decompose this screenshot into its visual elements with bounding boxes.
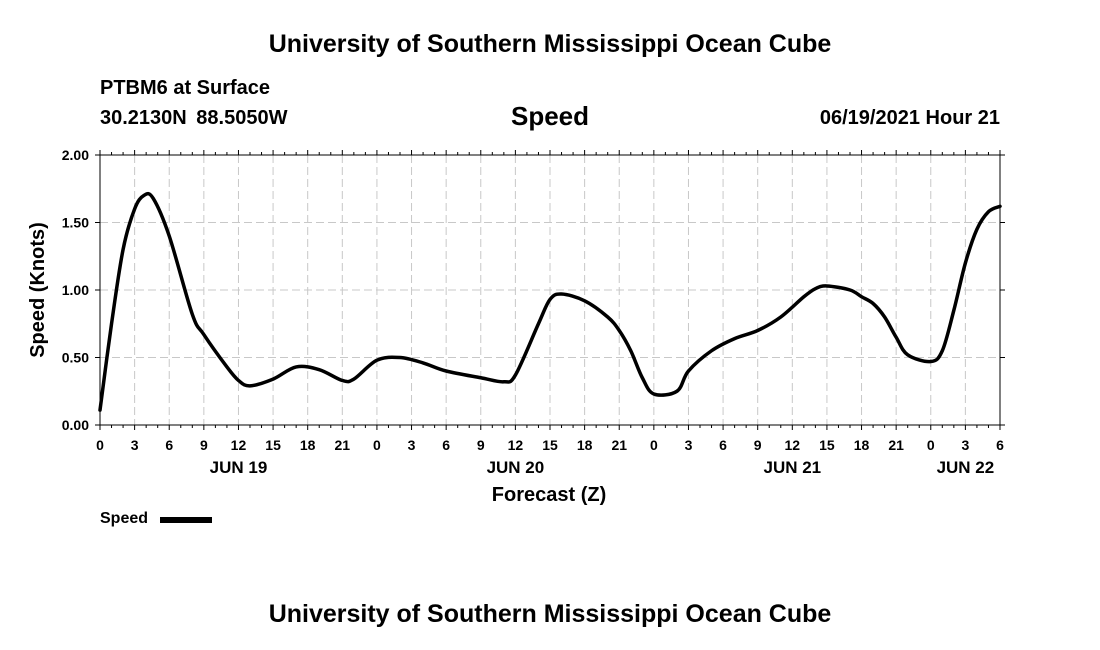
day-label: JUN 22 [937,458,995,477]
x-tick-label: 3 [131,437,139,453]
x-tick-label: 21 [611,437,627,453]
station-name: PTBM6 at Surface [100,77,271,99]
x-tick-labels: 0 3 6 9 12 15 18 21 0 3 6 9 12 15 18 21 0 3 6 9 12 15 18 21 0 3 6 [96,437,1004,453]
x-tick-label: 15 [542,437,558,453]
axis-ticks [95,150,1005,430]
y-tick-labels: 0.00 0.50 1.00 1.50 2.00 [62,147,89,433]
x-tick-label: 6 [996,437,1004,453]
y-tick-label: 2.00 [62,147,89,163]
speed-series-line [98,191,1002,412]
footer-title: University of Southern Mississippi Ocean… [268,600,832,628]
x-tick-label: 3 [685,437,693,453]
x-tick-label: 9 [477,437,485,453]
x-tick-label: 21 [335,437,351,453]
x-tick-label: 12 [785,437,801,453]
x-axis-title: Forecast (Z) [492,484,606,506]
gridlines [100,155,1000,425]
x-tick-label: 9 [200,437,208,453]
x-tick-label: 18 [577,437,593,453]
station-coordinates: 30.2130N 88.5050W [100,107,288,129]
forecast-datetime: 06/19/2021 Hour 21 [819,107,1000,129]
x-tick-label: 6 [165,437,173,453]
y-axis-title: Speed (Knots) [27,222,49,358]
y-tick-label: 0.00 [62,417,89,433]
x-tick-label: 18 [854,437,870,453]
x-tick-label: 15 [819,437,835,453]
x-tick-label: 6 [719,437,727,453]
day-label: JUN 20 [487,458,545,477]
x-tick-label: 0 [927,437,935,453]
x-tick-label: 3 [408,437,416,453]
x-tick-label: 0 [96,437,104,453]
x-tick-label: 12 [231,437,247,453]
y-tick-label: 1.00 [62,282,89,298]
legend-label: Speed [100,510,149,527]
x-tick-label: 0 [650,437,658,453]
y-tick-label: 0.50 [62,350,89,366]
y-tick-label: 1.50 [62,215,89,231]
x-tick-label: 6 [442,437,450,453]
chart-subtitle: Speed [510,101,590,131]
chart-title: University of Southern Mississippi Ocean… [268,30,832,58]
x-tick-label: 3 [961,437,969,453]
day-label: JUN 19 [210,458,268,477]
x-tick-label: 12 [508,437,524,453]
legend-swatch [160,517,212,523]
x-tick-label: 21 [888,437,904,453]
x-tick-label: 15 [265,437,281,453]
day-label: JUN 21 [763,458,821,477]
x-tick-label: 18 [300,437,316,453]
x-tick-label: 9 [754,437,762,453]
day-labels: JUN 19 JUN 20 JUN 21 JUN 22 [210,458,995,477]
x-tick-label: 0 [373,437,381,453]
